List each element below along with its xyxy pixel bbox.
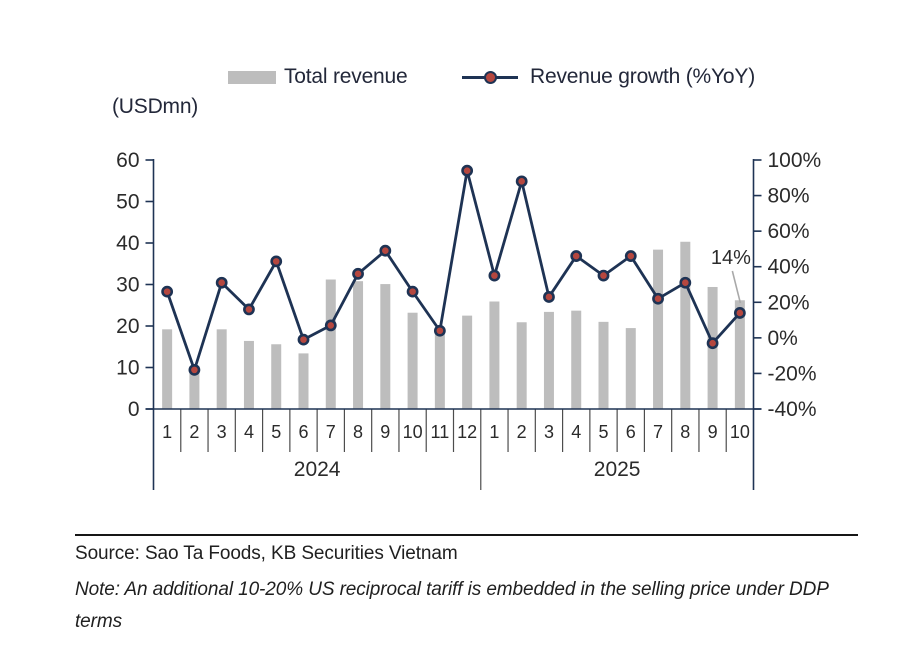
- growth-marker: [543, 291, 555, 303]
- growth-marker: [461, 164, 474, 177]
- revenue-bar: [489, 301, 500, 409]
- legend-item-revenue-growth: Revenue growth (%YoY): [462, 64, 755, 90]
- month-label: 6: [298, 422, 308, 442]
- bar-swatch-icon: [228, 70, 276, 84]
- growth-marker: [161, 285, 174, 298]
- revenue-bar: [516, 322, 527, 409]
- source-text: Source: Sao Ta Foods, KB Securities Viet…: [75, 543, 458, 564]
- revenue-bar: [571, 310, 582, 409]
- growth-marker: [733, 307, 746, 319]
- left-axis-tick-label: 40: [116, 232, 139, 255]
- growth-marker: [624, 250, 637, 262]
- growth-marker: [215, 276, 228, 289]
- growth-marker: [379, 244, 392, 257]
- right-axis-tick-label: 80%: [768, 185, 810, 208]
- left-axis-tick-label: 10: [116, 357, 139, 380]
- revenue-bar: [625, 328, 636, 409]
- month-label: 2: [189, 422, 199, 442]
- growth-marker: [433, 324, 446, 337]
- revenue-bar: [271, 344, 282, 409]
- revenue-bar: [216, 329, 227, 409]
- right-axis-tick-label: 60%: [768, 220, 810, 243]
- growth-marker: [597, 269, 610, 282]
- month-label: 5: [271, 422, 281, 442]
- year-label: 2024: [294, 458, 341, 481]
- month-label: 9: [380, 422, 390, 442]
- revenue-bar: [325, 279, 336, 409]
- revenue-bar: [598, 321, 609, 409]
- month-label: 2: [517, 422, 527, 442]
- month-label: 12: [457, 422, 477, 442]
- growth-marker: [406, 285, 419, 298]
- month-label: 8: [353, 422, 363, 442]
- month-label: 10: [403, 422, 423, 442]
- right-axis-tick-label: 100%: [768, 149, 822, 172]
- legend-item-total-revenue: Total revenue: [228, 64, 408, 90]
- annotation-callout-line: [731, 270, 742, 304]
- revenue-bar: [407, 312, 418, 409]
- revenue-bar: [243, 340, 254, 409]
- month-label: 3: [544, 422, 554, 442]
- month-label: 1: [489, 422, 499, 442]
- month-label: 4: [571, 422, 581, 442]
- revenue-bar: [189, 366, 200, 409]
- month-label: 6: [626, 422, 636, 442]
- right-axis-tick-label: 0%: [768, 327, 798, 350]
- annotation-label: 14%: [711, 247, 751, 269]
- month-label: 8: [680, 422, 690, 442]
- marker-dot-icon: [484, 70, 497, 84]
- left-axis-tick-label: 0: [128, 398, 140, 421]
- month-label: 7: [326, 422, 336, 442]
- month-label: 10: [730, 422, 750, 442]
- legend-label-total-revenue: Total revenue: [284, 65, 408, 88]
- revenue-bar: [434, 328, 445, 409]
- month-label: 11: [431, 422, 450, 442]
- year-label: 2025: [594, 458, 641, 481]
- revenue-bar: [162, 329, 173, 409]
- month-label: 4: [244, 422, 254, 442]
- left-axis-tick-label: 20: [116, 315, 139, 338]
- growth-marker: [324, 319, 337, 332]
- revenue-bar: [734, 300, 745, 409]
- month-label: 9: [708, 422, 718, 442]
- right-axis-tick-label: -20%: [768, 362, 817, 385]
- right-axis-tick-label: -40%: [768, 398, 817, 421]
- revenue-bar: [298, 353, 309, 409]
- chart-plot: 0 10 20 30 40 50 60 -40% -20% 0% 20% 40% 60% 80% 100% 1…: [116, 149, 822, 490]
- revenue-bar: [462, 315, 473, 409]
- growth-marker: [706, 337, 719, 350]
- left-axis-tick-label: 60: [116, 149, 139, 172]
- growth-marker: [188, 363, 201, 376]
- revenue-bar: [543, 311, 554, 409]
- growth-line: [165, 169, 742, 372]
- revenue-bar: [653, 249, 664, 409]
- month-label: 7: [653, 422, 663, 442]
- legend-label-revenue-growth: Revenue growth (%YoY): [530, 65, 755, 88]
- growth-marker: [570, 250, 583, 262]
- left-axis-tick-label: 50: [116, 191, 139, 214]
- note-text: Note: An additional 10-20% US reciprocal…: [75, 579, 829, 632]
- month-label: 1: [162, 422, 172, 442]
- footer-divider: [75, 534, 858, 536]
- revenue-bar: [680, 241, 691, 409]
- line-swatch-icon: [462, 70, 518, 84]
- left-axis-unit-label: (USDmn): [112, 95, 199, 118]
- revenue-bar: [353, 281, 364, 409]
- growth-marker: [488, 269, 501, 282]
- right-axis-tick-label: 20%: [768, 291, 810, 314]
- month-label: 3: [217, 422, 227, 442]
- left-axis-tick-label: 30: [116, 274, 139, 297]
- growth-marker: [352, 267, 364, 280]
- growth-marker: [297, 333, 310, 346]
- growth-marker: [243, 303, 255, 316]
- growth-marker: [652, 292, 664, 305]
- revenue-bar: [380, 284, 391, 409]
- growth-marker: [679, 276, 692, 289]
- growth-marker: [515, 175, 528, 188]
- growth-marker: [270, 255, 283, 268]
- month-label: 5: [598, 422, 608, 442]
- right-axis-tick-label: 40%: [768, 256, 810, 279]
